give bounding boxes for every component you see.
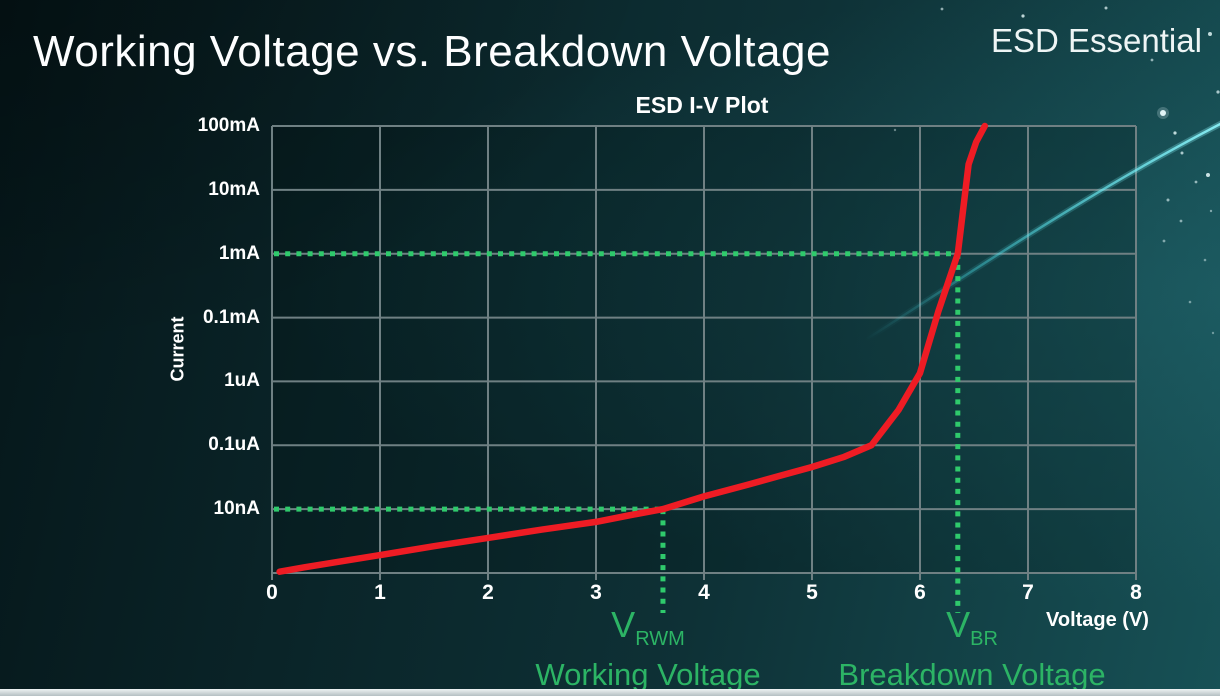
chart-title: ESD I-V Plot <box>635 92 769 118</box>
x-axis-label: 1 <box>374 581 386 604</box>
vbr-caption: Breakdown Voltage <box>838 657 1106 693</box>
grid-lines <box>271 125 1137 580</box>
y-axis-label: 100mA <box>197 115 260 136</box>
x-axis-label: 6 <box>914 581 926 604</box>
y-axis-label: 1mA <box>218 242 260 264</box>
x-axis-label: 8 <box>1130 581 1142 604</box>
marker-dotted-lines <box>274 251 961 613</box>
slide-title: Working Voltage vs. Breakdown Voltage <box>33 27 831 76</box>
x-axis-label: 4 <box>698 581 710 604</box>
bottom-edge-bar <box>0 689 1220 696</box>
vbr-symbol: VBR <box>946 604 998 651</box>
y-axis-label: 10nA <box>213 498 260 520</box>
x-axis-label: 0 <box>266 581 278 604</box>
x-axis-label: 2 <box>482 581 494 604</box>
iv-curve <box>276 122 989 575</box>
y-axis-label: 0.1uA <box>208 434 260 456</box>
x-axis-label: 5 <box>806 581 818 604</box>
vrwm-caption: Working Voltage <box>535 657 761 693</box>
light-streak-decoration <box>863 120 1220 343</box>
y-axis-label: 1uA <box>224 370 260 392</box>
working-voltage-annotation: VRWM Working Voltage <box>512 604 784 693</box>
y-axis-label: 0.1mA <box>202 306 260 328</box>
brand-logo-text: ESD Essential <box>991 22 1202 59</box>
x-axis-title: Voltage (V) <box>1046 609 1149 631</box>
x-axis-label: 7 <box>1022 581 1034 604</box>
y-axis-label: 10mA <box>208 178 260 200</box>
vrwm-symbol: VRWM <box>611 604 685 651</box>
breakdown-voltage-annotation: VBR Breakdown Voltage <box>822 604 1122 693</box>
sparkle-dots-decoration <box>893 6 1220 335</box>
x-axis-label: 3 <box>590 581 602 604</box>
